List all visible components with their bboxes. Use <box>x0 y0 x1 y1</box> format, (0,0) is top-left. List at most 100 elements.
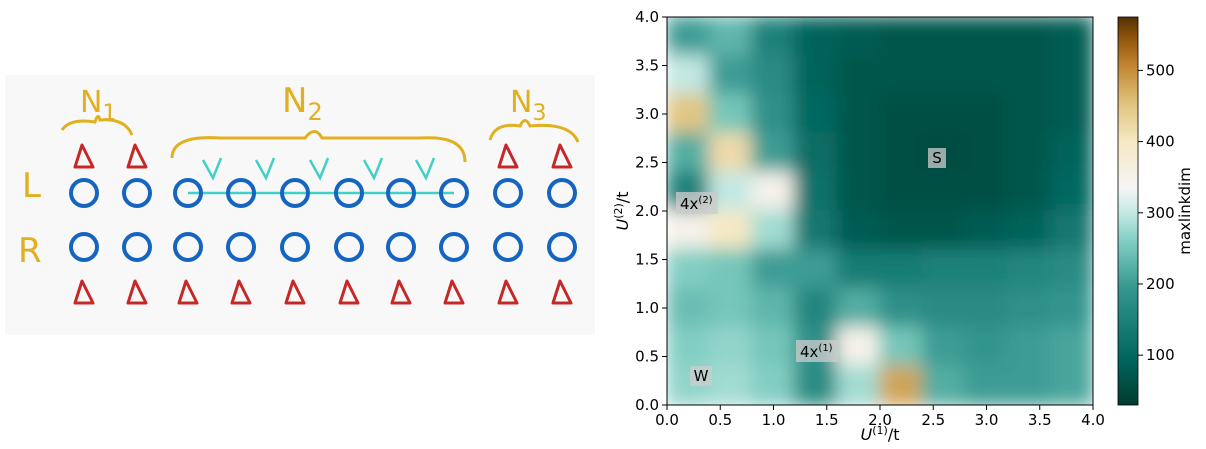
heatmap-cell <box>1007 326 1052 367</box>
x-axis-label: U(1)/t <box>861 424 900 444</box>
heatmap-cell <box>1007 365 1052 406</box>
y-tick-label: 2.0 <box>635 202 659 220</box>
colorbar-tick-label: 100 <box>1146 346 1175 364</box>
colorbar-tick-label: 200 <box>1146 275 1175 293</box>
heatmap-cell <box>751 210 796 251</box>
heatmap-cell <box>1049 16 1094 57</box>
colorbar <box>1118 17 1138 405</box>
heatmap <box>666 16 1094 406</box>
x-tick-label: 4.0 <box>1081 411 1105 429</box>
heatmap-cell <box>1007 288 1052 329</box>
heatmap-cell <box>836 132 881 173</box>
heatmap-cell <box>666 326 711 367</box>
colorbar-tick-label: 500 <box>1146 61 1175 79</box>
heatmap-cell <box>922 16 967 57</box>
x-tick-label: 1.0 <box>762 411 786 429</box>
heatmap-cell <box>836 55 881 96</box>
heatmap-cell <box>709 210 754 251</box>
y-tick-label: 0.5 <box>635 348 659 366</box>
heatmap-cell <box>709 288 754 329</box>
heatmap-cell <box>1049 249 1094 290</box>
heatmap-cell <box>964 171 1009 212</box>
y-tick-label: 2.5 <box>635 154 659 172</box>
heatmap-cell <box>666 210 711 251</box>
heatmap-cell <box>879 55 924 96</box>
heatmap-cell <box>751 16 796 57</box>
heatmap-cell <box>751 55 796 96</box>
heatmap-cell <box>836 16 881 57</box>
heatmap-cell <box>794 132 839 173</box>
heatmap-cell <box>666 288 711 329</box>
x-tick-label: 2.5 <box>921 411 945 429</box>
heatmap-cell <box>794 210 839 251</box>
heatmap-cell <box>922 326 967 367</box>
heatmap-cell <box>1049 365 1094 406</box>
heatmap-cell <box>1049 288 1094 329</box>
heatmap-cell <box>1049 210 1094 251</box>
colorbar-tick-label: 300 <box>1146 204 1175 222</box>
heatmap-cell <box>1049 132 1094 173</box>
heatmap-cell <box>964 365 1009 406</box>
heatmap-cell <box>922 171 967 212</box>
heatmap-cell <box>1007 16 1052 57</box>
heatmap-cell <box>836 288 881 329</box>
annotation: S <box>932 149 942 167</box>
heatmap-cell <box>794 249 839 290</box>
heatmap-cell <box>666 55 711 96</box>
x-tick-label: 3.0 <box>975 411 999 429</box>
heatmap-cell <box>1007 132 1052 173</box>
heatmap-cell <box>1049 326 1094 367</box>
heatmap-cell <box>964 288 1009 329</box>
y-tick-label: 0.0 <box>635 396 659 414</box>
heatmap-cell <box>922 210 967 251</box>
heatmap-cell <box>751 171 796 212</box>
heatmap-cell <box>964 132 1009 173</box>
heatmap-cell <box>922 365 967 406</box>
heatmap-cell <box>709 365 754 406</box>
heatmap-cell <box>922 94 967 135</box>
heatmap-cell <box>922 249 967 290</box>
heatmap-cell <box>964 210 1009 251</box>
heatmap-cell <box>1007 94 1052 135</box>
heatmap-cell <box>879 365 924 406</box>
y-axis-label: U(2)/t <box>612 192 632 231</box>
y-tick-label: 1.0 <box>635 299 659 317</box>
heatmap-cell <box>709 326 754 367</box>
colorbar-tick-label: 400 <box>1146 133 1175 151</box>
heatmap-cell <box>709 16 754 57</box>
heatmap-cell <box>964 249 1009 290</box>
heatmap-cell <box>794 55 839 96</box>
heatmap-cell <box>666 249 711 290</box>
heatmap-cell <box>879 171 924 212</box>
heatmap-cell <box>1007 210 1052 251</box>
y-tick-label: 4.0 <box>635 8 659 26</box>
heatmap-cell <box>1049 55 1094 96</box>
heatmap-cell <box>1007 249 1052 290</box>
heatmap-cell <box>751 249 796 290</box>
heatmap-cell <box>879 249 924 290</box>
y-tick-label: 3.0 <box>635 105 659 123</box>
heatmap-cell <box>751 94 796 135</box>
colorbar-label: maxlinkdim <box>1176 167 1194 255</box>
heatmap-cell <box>879 16 924 57</box>
heatmap-cell <box>709 55 754 96</box>
heatmap-cell <box>879 132 924 173</box>
heatmap-cell <box>794 94 839 135</box>
heatmap-cell <box>964 16 1009 57</box>
schematic: L R N1 N2 N3 <box>5 75 595 335</box>
heatmap-cell <box>836 94 881 135</box>
heatmap-cell <box>666 132 711 173</box>
heatmap-cell <box>964 94 1009 135</box>
heatmap-cell <box>879 210 924 251</box>
figure: L R N1 N2 N3 0.00.51.01.52.02.53.03.54.0… <box>0 0 1206 445</box>
heatmap-cell <box>1049 94 1094 135</box>
heatmap-cell <box>964 326 1009 367</box>
row-label: R <box>18 231 42 271</box>
annotation: W <box>694 367 709 385</box>
heatmap-cell <box>666 94 711 135</box>
heatmap-cell <box>836 210 881 251</box>
heatmap-cell <box>922 288 967 329</box>
heatmap-cell <box>879 326 924 367</box>
heatmap-cell <box>751 288 796 329</box>
x-tick-label: 0.5 <box>708 411 732 429</box>
